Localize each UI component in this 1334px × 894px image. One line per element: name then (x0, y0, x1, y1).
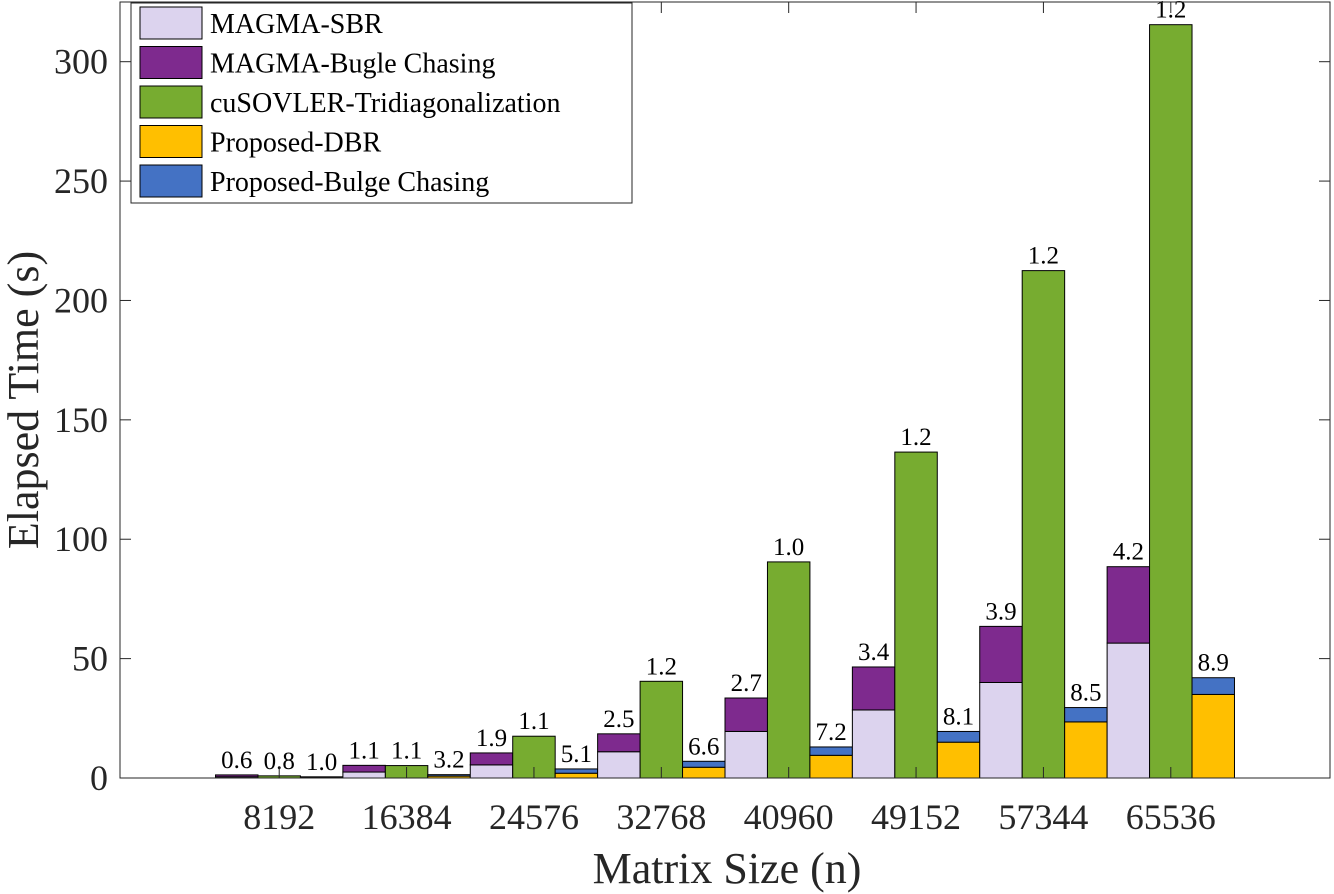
legend-swatch-magma-sbr (139, 6, 203, 40)
bar-magma-sbr-16384 (342, 771, 386, 779)
x-tick-label-57344: 57344 (998, 797, 1088, 837)
x-axis-title: Matrix Size (n) (593, 844, 862, 893)
data-label-proposed-40960: 7.2 (816, 719, 847, 746)
data-label-proposed-8192: 1.0 (306, 749, 337, 776)
bars-layer (215, 24, 1235, 779)
legend-box (130, 2, 633, 204)
data-label-cusolver-32768: 1.2 (646, 653, 677, 680)
data-label-magma-57344: 3.9 (985, 598, 1016, 625)
bar-magma-bugle-chasing-24576 (469, 752, 514, 766)
data-label-proposed-32768: 6.6 (688, 733, 719, 760)
bar-magma-sbr-40960 (724, 730, 768, 779)
legend-swatch-proposed-bulge-chasing (139, 164, 203, 198)
bar-proposed-bulge-chasing-16384 (427, 774, 471, 777)
axes-layer: 0 50 100 150 200 250 300 8192 16384 24576 32768 409… (54, 1, 1331, 837)
data-label-proposed-24576: 5.1 (561, 741, 592, 768)
data-label-magma-65536: 4.2 (1113, 539, 1144, 566)
bar-proposed-bulge-chasing-65536 (1191, 677, 1235, 695)
bar-cusovler-tridiagonalization-65536 (1149, 24, 1193, 779)
data-label-magma-24576: 1.9 (476, 725, 507, 752)
bar-cusovler-tridiagonalization-32768 (639, 680, 684, 779)
data-label-cusolver-16384: 1.1 (391, 738, 422, 765)
data-label-cusolver-40960: 1.0 (773, 534, 804, 561)
bar-magma-bugle-chasing-40960 (724, 697, 768, 732)
y-tick-label-0: 0 (90, 758, 108, 798)
bar-cusovler-tridiagonalization-40960 (766, 561, 811, 779)
data-label-cusolver-49152: 1.2 (900, 424, 931, 451)
bar-magma-bugle-chasing-65536 (1106, 566, 1151, 644)
bar-proposed-dbr-24576 (554, 772, 599, 779)
x-tick-label-32768: 32768 (616, 797, 706, 837)
legend-label-magma-sbr: MAGMA-SBR (210, 9, 383, 40)
data-label-proposed-57344: 8.5 (1070, 680, 1101, 707)
bar-magma-bugle-chasing-16384 (342, 764, 386, 773)
y-tick-label-250: 250 (54, 161, 108, 201)
legend-swatch-proposed-dbr (139, 125, 203, 158)
data-label-magma-49152: 3.4 (858, 639, 890, 666)
bar-magma-bugle-chasing-8192 (215, 774, 259, 778)
data-label-magma-8192: 0.6 (221, 747, 252, 774)
x-tick-label-8192: 8192 (243, 797, 315, 837)
data-label-cusolver-57344: 1.2 (1028, 243, 1059, 270)
bar-cusovler-tridiagonalization-57344 (1021, 270, 1066, 779)
legend-label-proposed-bulge-chasing: Proposed-Bulge Chasing (210, 167, 489, 198)
plot-frame (119, 1, 1331, 779)
bar-proposed-dbr-32768 (682, 766, 726, 779)
bar-proposed-dbr-40960 (809, 754, 853, 779)
y-tick-label-200: 200 (54, 280, 108, 320)
bar-proposed-bulge-chasing-57344 (1064, 707, 1108, 723)
legend-swatch-magma-bugle-chasing (139, 46, 203, 79)
legend-label-magma-bugle-chasing: MAGMA-Bugle Chasing (210, 49, 495, 80)
legend: MAGMA-SBR MAGMA-Bugle Chasing cuSOVLER-Tri… (130, 2, 633, 204)
bar-proposed-bulge-chasing-24576 (554, 768, 599, 774)
bar-proposed-bulge-chasing-40960 (809, 746, 853, 756)
x-tick-label-65536: 65536 (1126, 797, 1216, 837)
data-label-magma-32768: 2.5 (603, 706, 634, 733)
data-label-cusolver-24576: 1.1 (518, 708, 549, 735)
data-label-magma-40960: 2.7 (731, 670, 762, 697)
bar-magma-sbr-49152 (851, 709, 896, 779)
legend-label-proposed-dbr: Proposed-DBR (210, 128, 381, 159)
y-tick-label-50: 50 (72, 639, 108, 679)
bar-magma-bugle-chasing-32768 (597, 733, 641, 753)
legend-swatch-cusovler-tridiagonalization (139, 85, 203, 119)
data-label-proposed-65536: 8.9 (1198, 650, 1229, 677)
data-label-magma-16384: 1.1 (348, 737, 379, 764)
y-axis-title: Elapsed Time (s) (0, 251, 48, 549)
bar-cusovler-tridiagonalization-49152 (894, 451, 938, 779)
bar-magma-sbr-65536 (1106, 642, 1151, 779)
y-tick-label-100: 100 (54, 519, 108, 559)
data-label-proposed-16384: 3.2 (433, 747, 464, 774)
bar-proposed-dbr-49152 (936, 741, 981, 779)
y-tick-label-300: 300 (54, 42, 108, 82)
bar-proposed-dbr-65536 (1191, 693, 1235, 779)
bar-proposed-bulge-chasing-49152 (936, 730, 981, 743)
y-tick-label-150: 150 (54, 400, 108, 440)
data-labels-layer: 0.6 0.8 1.0 1.1 1.1 3.21.91.15.12.51.26.62.71… (221, 0, 1229, 776)
x-tick-label-24576: 24576 (489, 797, 579, 837)
bar-magma-sbr-32768 (597, 751, 641, 779)
x-tick-label-49152: 49152 (871, 797, 961, 837)
bar-magma-sbr-24576 (469, 764, 514, 779)
bar-magma-bugle-chasing-49152 (851, 666, 896, 711)
x-tick-label-16384: 16384 (362, 797, 452, 837)
bar-proposed-dbr-57344 (1064, 721, 1108, 779)
legend-label-cusovler-tridiagonalization: cuSOVLER-Tridiagonalization (210, 88, 560, 119)
bar-proposed-bulge-chasing-32768 (682, 760, 726, 768)
bar-magma-bugle-chasing-57344 (979, 625, 1023, 683)
x-tick-label-40960: 40960 (744, 797, 834, 837)
data-label-proposed-49152: 8.1 (943, 703, 974, 730)
bar-magma-sbr-57344 (979, 681, 1023, 779)
